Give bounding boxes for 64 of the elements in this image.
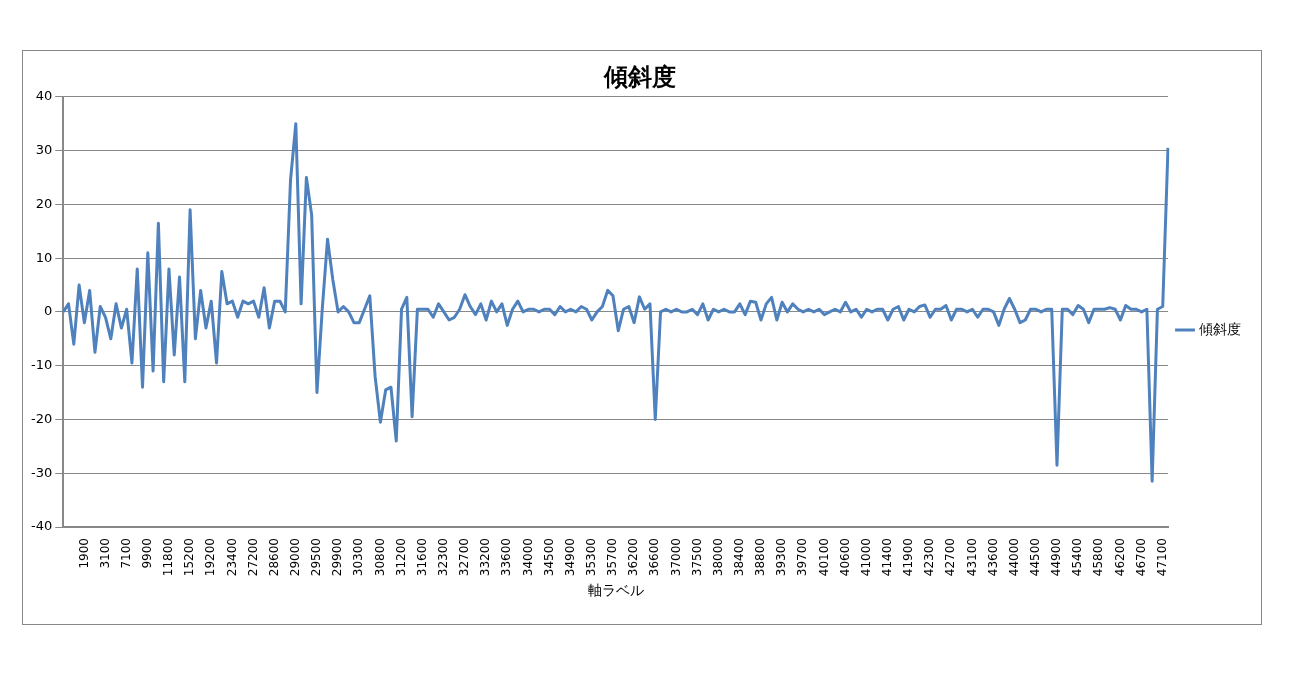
x-tick-label: 34900	[562, 538, 577, 577]
y-tick-label: 40	[35, 88, 53, 104]
x-tick-label: 19200	[203, 538, 218, 577]
x-tick-label: 47100	[1154, 538, 1169, 577]
chart-title: 傾斜度	[602, 62, 676, 91]
x-tick-label: 37000	[668, 538, 683, 577]
x-tick-label: 43600	[985, 538, 1000, 577]
x-tick-label: 46700	[1133, 538, 1148, 577]
x-tick-label: 15200	[182, 538, 197, 577]
x-tick-label: 44000	[1006, 538, 1021, 577]
x-tick-label: 46200	[1112, 538, 1127, 577]
x-tick-label: 40600	[837, 538, 852, 577]
x-tick-label: 29500	[309, 538, 324, 577]
x-tick-label: 38000	[710, 538, 725, 577]
y-tick-label: 0	[43, 303, 53, 319]
x-tick-label: 36200	[626, 538, 641, 577]
x-tick-label: 45800	[1091, 538, 1106, 577]
x-tick-label: 44900	[1049, 538, 1064, 577]
y-tick-label: -10	[31, 357, 53, 373]
x-tick-label: 35300	[583, 538, 598, 577]
x-tick-label: 33200	[478, 538, 493, 577]
x-tick-label: 36600	[647, 538, 662, 577]
x-tick-label: 31200	[393, 538, 408, 577]
x-tick-label: 1900	[76, 538, 91, 569]
x-tick-label: 35700	[605, 538, 620, 577]
x-tick-label: 23400	[224, 538, 239, 577]
x-tick-label: 7100	[118, 538, 133, 569]
x-tick-label: 38800	[753, 538, 768, 577]
x-tick-label: 40100	[816, 538, 831, 577]
y-tick-label: 20	[35, 195, 53, 211]
x-tick-label: 30300	[351, 538, 366, 577]
x-tick-label: 41000	[858, 538, 873, 577]
x-tick-label: 9900	[139, 538, 154, 569]
x-tick-label: 33600	[499, 538, 514, 577]
x-tick-label: 38400	[731, 538, 746, 577]
x-tick-label: 34000	[520, 538, 535, 577]
x-tick-label: 44500	[1027, 538, 1042, 577]
x-axis-title: 軸ラベル	[587, 582, 644, 599]
x-tick-label: 41400	[879, 538, 894, 577]
x-tick-label: 42300	[922, 538, 937, 577]
x-tick-label: 45400	[1070, 538, 1085, 577]
y-tick-label: -40	[31, 518, 53, 534]
x-tick-label: 3100	[97, 538, 112, 569]
x-tick-label: 30800	[372, 538, 387, 577]
x-tick-label: 28600	[266, 538, 281, 577]
legend-label: 傾斜度	[1199, 320, 1241, 337]
x-tick-label: 43100	[964, 538, 979, 577]
x-tick-label: 39700	[795, 538, 810, 577]
x-tick-label: 29900	[330, 538, 345, 577]
x-tick-label: 39300	[774, 538, 789, 577]
y-tick-label: -20	[31, 410, 53, 426]
x-tick-label: 41900	[901, 538, 916, 577]
y-tick-label: -30	[31, 464, 53, 480]
x-tick-label: 37500	[689, 538, 704, 577]
x-tick-label: 34500	[541, 538, 556, 577]
x-tick-label: 31600	[414, 538, 429, 577]
x-tick-label: 32700	[457, 538, 472, 577]
x-tick-label: 42700	[943, 538, 958, 577]
x-tick-label: 11800	[161, 538, 176, 577]
y-tick-label: 10	[35, 249, 53, 265]
x-tick-label: 27200	[245, 538, 260, 577]
x-tick-label: 29000	[287, 538, 302, 577]
x-tick-label: 32300	[435, 538, 450, 577]
y-tick-label: 30	[35, 141, 53, 157]
